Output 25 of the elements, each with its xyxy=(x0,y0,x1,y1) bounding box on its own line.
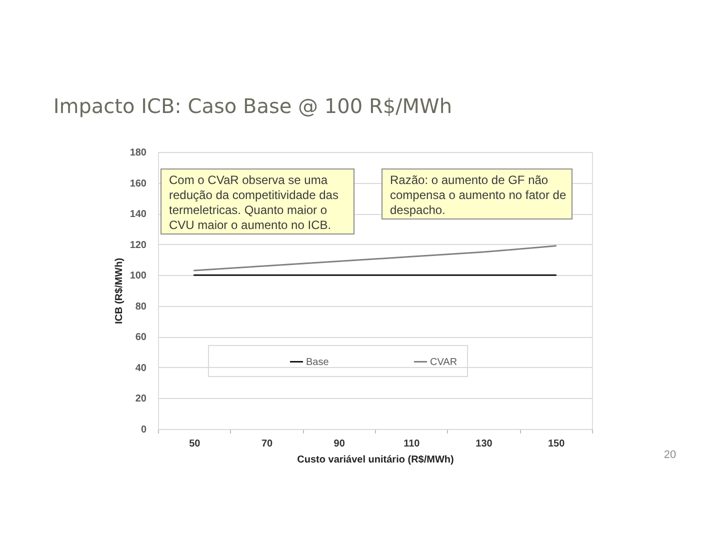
annotation: Com o CVaR observa se uma redução da competitividade das termeletricas. Quanto maior o CVU maior o aumento no ICB. xyxy=(169,173,338,232)
line-series xyxy=(193,245,557,272)
x-tick-label: 90 xyxy=(334,438,346,450)
y-tick-label: 160 xyxy=(130,178,147,190)
x-tick-label: 110 xyxy=(404,438,420,450)
legend-label: CVAR xyxy=(430,356,458,368)
y-tick-label: 80 xyxy=(135,301,147,312)
legend-label: Base xyxy=(306,356,330,368)
y-tick-label: 40 xyxy=(135,362,147,374)
y-axis-title: ICB (R$/MWh) xyxy=(114,258,125,324)
y-tick-label: 120 xyxy=(130,240,147,251)
text: 20 xyxy=(664,449,676,461)
y-tick-label: 140 xyxy=(130,209,147,220)
x-tick-label: 150 xyxy=(548,438,566,450)
y-tick-label: 20 xyxy=(135,394,147,405)
y-tick-label: 100 xyxy=(130,270,147,282)
y-tick-label: 0 xyxy=(140,424,147,436)
y-tick-label: 60 xyxy=(135,332,147,344)
annotation: Razão: o aumento de GF não compensa o aumento no fator de despacho. xyxy=(390,173,566,217)
x-tick-label: 130 xyxy=(476,438,493,450)
y-tick-label: 180 xyxy=(130,148,147,158)
x-axis-title: Custo variável unitário (R$/MWh) xyxy=(297,454,454,466)
chart-title: Impacto ICB: Caso Base @ 100 R$/MWh xyxy=(53,94,452,118)
x-tick-label: 70 xyxy=(261,438,273,450)
x-tick-label: 50 xyxy=(189,438,201,450)
